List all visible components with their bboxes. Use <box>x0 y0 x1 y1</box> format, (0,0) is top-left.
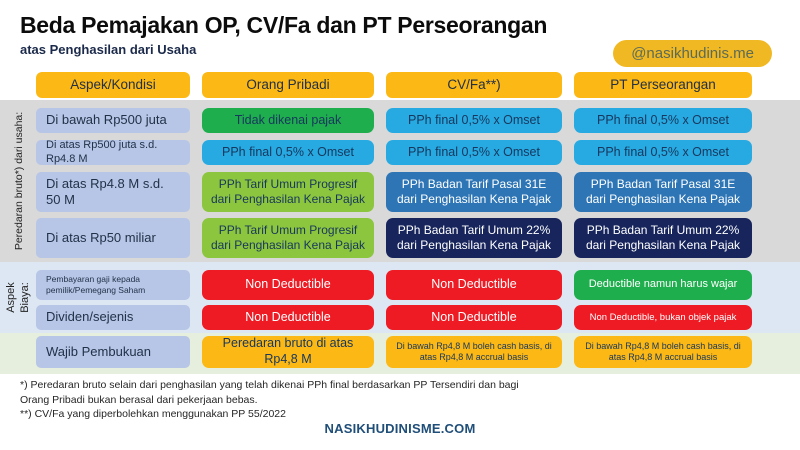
footnote-peredaran-bruto: *) Peredaran bruto selain dari penghasil… <box>20 379 519 406</box>
table-row: Pembayaran gaji kepada pemilik/Pemegang … <box>36 270 752 300</box>
cell-r7-cv-fa: Di bawah Rp4,8 M boleh cash basis, di at… <box>386 336 562 368</box>
cell-r3-orang-pribadi: PPh Tarif Umum Progresif dari Penghasila… <box>202 172 374 212</box>
table-row: Dividen/sejenis Non Deductible Non Deduc… <box>36 305 752 330</box>
table-row: Wajib Pembukuan Peredaran bruto di atas … <box>36 336 752 368</box>
cell-r2-pt-perseorangan: PPh final 0,5% x Omset <box>574 140 752 165</box>
column-header-orang-pribadi: Orang Pribadi <box>202 72 374 98</box>
cell-r7-pt-perseorangan: Di bawah Rp4,8 M boleh cash basis, di at… <box>574 336 752 368</box>
cell-r1-pt-perseorangan: PPh final 0,5% x Omset <box>574 108 752 133</box>
author-badge: @nasikhudinis.me <box>613 40 772 67</box>
section-label-aspek-biaya: Aspek Biaya: <box>5 282 31 313</box>
comparison-table: Aspek/Kondisi Orang Pribadi CV/Fa**) PT … <box>36 72 752 368</box>
cell-r6-cv-fa: Non Deductible <box>386 305 562 330</box>
table-row: Di atas Rp4.8 M s.d. 50 M PPh Tarif Umum… <box>36 172 752 212</box>
table-header-row: Aspek/Kondisi Orang Pribadi CV/Fa**) PT … <box>36 72 752 98</box>
row-label-wajib-pembukuan: Wajib Pembukuan <box>36 336 190 368</box>
section-label-peredaran-bruto: Peredaran bruto*) dari usaha: <box>13 111 25 251</box>
cell-r2-cv-fa: PPh final 0,5% x Omset <box>386 140 562 165</box>
cell-r6-pt-perseorangan: Non Deductible, bukan objek pajak <box>574 305 752 330</box>
cell-r5-cv-fa: Non Deductible <box>386 270 562 300</box>
cell-r3-pt-perseorangan: PPh Badan Tarif Pasal 31E dari Penghasil… <box>574 172 752 212</box>
cell-r4-pt-perseorangan: PPh Badan Tarif Umum 22% dari Penghasila… <box>574 218 752 258</box>
cell-r5-pt-perseorangan: Deductible namun harus wajar <box>574 270 752 300</box>
cell-r5-orang-pribadi: Non Deductible <box>202 270 374 300</box>
cell-r7-orang-pribadi: Peredaran bruto di atas Rp4,8 M <box>202 336 374 368</box>
page-title: Beda Pemajakan OP, CV/Fa dan PT Perseora… <box>20 12 548 38</box>
table-row: Di atas Rp50 miliar PPh Tarif Umum Progr… <box>36 218 752 258</box>
website-footer: NASIKHUDINISME.COM <box>324 421 476 436</box>
column-header-pt-perseorangan: PT Perseorangan <box>574 72 752 98</box>
cell-r6-orang-pribadi: Non Deductible <box>202 305 374 330</box>
table-row: Di bawah Rp500 juta Tidak dikenai pajak … <box>36 108 752 133</box>
row-label-di-atas-rp50-miliar: Di atas Rp50 miliar <box>36 218 190 258</box>
cell-r4-orang-pribadi: PPh Tarif Umum Progresif dari Penghasila… <box>202 218 374 258</box>
footnote-cv-fa: **) CV/Fa yang diperbolehkan menggunakan… <box>20 408 286 421</box>
table-row: Di atas Rp500 juta s.d. Rp4.8 M PPh fina… <box>36 139 752 165</box>
cell-r4-cv-fa: PPh Badan Tarif Umum 22% dari Penghasila… <box>386 218 562 258</box>
row-label-di-atas-rp500-juta: Di atas Rp500 juta s.d. Rp4.8 M <box>36 139 190 165</box>
footnotes: *) Peredaran bruto selain dari penghasil… <box>20 378 520 422</box>
column-header-cv-fa: CV/Fa**) <box>386 72 562 98</box>
row-label-di-bawah-rp500-juta: Di bawah Rp500 juta <box>36 108 190 133</box>
row-label-pembayaran-gaji: Pembayaran gaji kepada pemilik/Pemegang … <box>36 270 190 300</box>
row-label-di-atas-rp48m: Di atas Rp4.8 M s.d. 50 M <box>36 172 190 212</box>
cell-r1-orang-pribadi: Tidak dikenai pajak <box>202 108 374 133</box>
column-header-aspek-kondisi: Aspek/Kondisi <box>36 72 190 98</box>
cell-r2-orang-pribadi: PPh final 0,5% x Omset <box>202 140 374 165</box>
cell-r1-cv-fa: PPh final 0,5% x Omset <box>386 108 562 133</box>
row-label-dividen-sejenis: Dividen/sejenis <box>36 305 190 330</box>
page-subtitle: atas Penghasilan dari Usaha <box>20 42 197 57</box>
cell-r3-cv-fa: PPh Badan Tarif Pasal 31E dari Penghasil… <box>386 172 562 212</box>
